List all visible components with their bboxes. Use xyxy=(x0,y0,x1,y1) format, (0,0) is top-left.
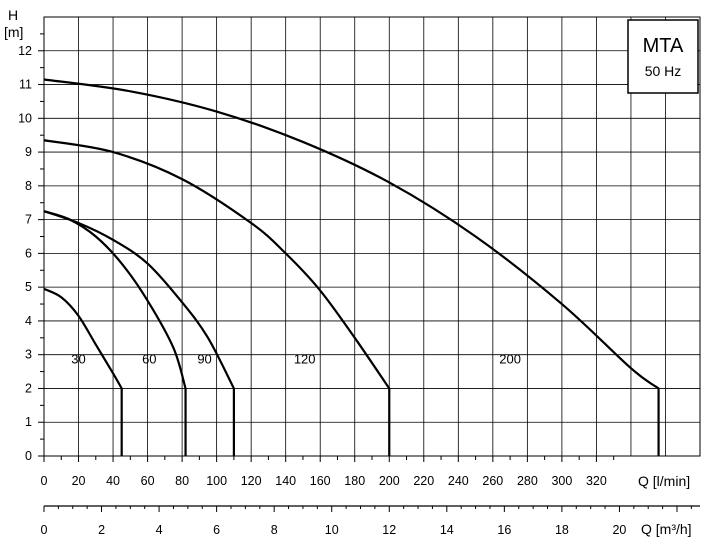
curve-200 xyxy=(43,78,660,456)
legend-title: MTA xyxy=(643,35,684,57)
x-tick-label: 200 xyxy=(379,474,400,488)
curve-label-200: 200 xyxy=(499,352,521,367)
x2-tick-label: 12 xyxy=(382,523,396,537)
x-tick-label: 240 xyxy=(448,474,469,488)
curve-90 xyxy=(43,210,235,456)
y-tick-label: 11 xyxy=(19,78,32,92)
y-axis-label: H xyxy=(8,7,18,23)
curve-label-120: 120 xyxy=(294,352,316,367)
x-tick-label: 160 xyxy=(310,474,331,488)
x2-tick-label: 8 xyxy=(271,523,278,537)
y-tick-label: 8 xyxy=(25,179,32,193)
x-tick-label: 120 xyxy=(241,474,262,488)
y-tick-label: 0 xyxy=(25,449,32,463)
x2-tick-label: 0 xyxy=(41,523,48,537)
x2-tick-label: 18 xyxy=(555,523,569,537)
x-tick-label: 220 xyxy=(413,474,434,488)
x-tick-label: 20 xyxy=(72,474,86,488)
x2-tick-label: 2 xyxy=(98,523,105,537)
y-tick-label: 3 xyxy=(25,348,32,362)
curve-60 xyxy=(43,210,187,456)
y-tick-label: 5 xyxy=(25,280,32,294)
x2-tick-label: 4 xyxy=(156,523,163,537)
legend-box: MTA 50 Hz xyxy=(627,19,699,94)
y-tick-label: 1 xyxy=(25,415,32,429)
x-tick-label: 0 xyxy=(41,474,48,488)
curves: 30 60 90 120 200 xyxy=(43,78,660,456)
x-axis-label: Q [l/min] xyxy=(638,473,690,489)
plot-frame xyxy=(43,16,701,457)
x2-tick-label: 10 xyxy=(325,523,339,537)
grid xyxy=(43,16,701,457)
x-tick-label: 100 xyxy=(206,474,227,488)
y-tick-label: 6 xyxy=(25,246,32,260)
y-axis-unit: [m] xyxy=(4,24,23,40)
curve-label-90: 90 xyxy=(197,352,211,367)
y-tick-label: 12 xyxy=(18,44,32,58)
x2-tick-label: 20 xyxy=(612,523,626,537)
x2-tick-label: 16 xyxy=(497,523,511,537)
legend-subtitle: 50 Hz xyxy=(645,63,682,79)
x2-tick-label: 6 xyxy=(213,523,220,537)
x2-tick-label: 14 xyxy=(440,523,454,537)
y-tick-label: 10 xyxy=(18,111,32,125)
x-tick-label: 80 xyxy=(175,474,189,488)
axes: 0 2 4 6 8 10 12 14 16 18 20 xyxy=(41,505,700,537)
x-tick-label: 140 xyxy=(275,474,296,488)
x-tick-label: 320 xyxy=(586,474,607,488)
x-tick-label: 280 xyxy=(517,474,538,488)
x-tick-label: 40 xyxy=(106,474,120,488)
y-tick-label: 9 xyxy=(25,145,32,159)
y-tick-label: 4 xyxy=(25,314,32,328)
curve-label-30: 30 xyxy=(71,352,85,367)
x-tick-label: 300 xyxy=(551,474,572,488)
x-tick-label: 260 xyxy=(482,474,503,488)
y-tick-label: 7 xyxy=(25,213,32,227)
x-tick-label: 60 xyxy=(141,474,155,488)
x2-axis-label: Q [m³/h] xyxy=(641,521,692,537)
curve-120 xyxy=(43,139,391,456)
curve-30 xyxy=(43,287,123,456)
y-tick-label: 2 xyxy=(25,381,32,395)
x-tick-label: 180 xyxy=(344,474,365,488)
curve-label-60: 60 xyxy=(142,352,156,367)
